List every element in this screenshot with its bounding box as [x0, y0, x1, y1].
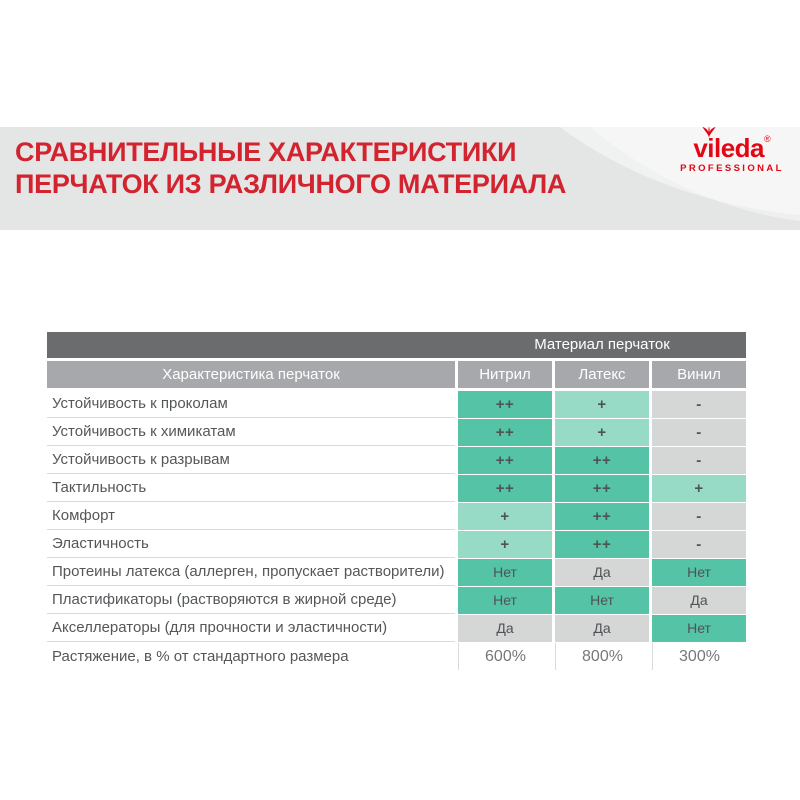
- value-cell: -: [652, 531, 746, 558]
- row-label: Протеины латекса (аллерген, пропускает р…: [47, 559, 455, 586]
- row-label: Пластификаторы (растворяются в жирной ср…: [47, 587, 455, 614]
- table-row: Тактильность ++ ++ +: [47, 475, 746, 502]
- column-header-vinyl: Винил: [652, 361, 746, 388]
- table-row: Устойчивость к химикатам ++ + -: [47, 419, 746, 446]
- value-cell: ++: [458, 447, 552, 474]
- value-cell: +: [458, 531, 552, 558]
- title-line-2: ПЕРЧАТОК ИЗ РАЗЛИЧНОГО МАТЕРИАЛА: [15, 169, 567, 199]
- table-row: Устойчивость к разрывам ++ ++ -: [47, 447, 746, 474]
- title-line-1: СРАВНИТЕЛЬНЫЕ ХАРАКТЕРИСТИКИ: [15, 137, 517, 167]
- table-body: Устойчивость к проколам ++ + - Устойчивость …: [47, 391, 746, 670]
- row-label: Эластичность: [47, 531, 455, 558]
- value-cell: ++: [555, 475, 649, 502]
- value-cell: Нет: [555, 587, 649, 614]
- value-cell: ++: [555, 447, 649, 474]
- value-cell: ++: [555, 503, 649, 530]
- tulip-icon: [702, 126, 716, 138]
- value-cell: +: [555, 391, 649, 418]
- value-cell: +: [555, 419, 649, 446]
- value-cell: +: [458, 503, 552, 530]
- row-label: Растяжение, в % от стандартного размера: [52, 648, 349, 665]
- value-cell: Нет: [458, 587, 552, 614]
- value-cell: Нет: [652, 615, 746, 642]
- logo-subtitle: PROFESSIONAL: [680, 163, 784, 174]
- table-row: Протеины латекса (аллерген, пропускает р…: [47, 559, 746, 586]
- table-group-header-row: Материал перчаток: [47, 332, 746, 358]
- column-header-characteristic: Характеристика перчаток: [47, 361, 455, 388]
- group-header-label: Материал перчаток: [534, 336, 670, 353]
- vileda-wordmark: vileda: [693, 133, 765, 163]
- table-row: Эластичность + ++ -: [47, 531, 746, 558]
- table-row: Растяжение, в % от стандартного размера 6…: [47, 643, 746, 670]
- value-cell: -: [652, 447, 746, 474]
- table-row: Устойчивость к проколам ++ + -: [47, 391, 746, 418]
- value-cell: +: [652, 475, 746, 502]
- value-cell: Нет: [652, 559, 746, 586]
- value-cell: -: [652, 503, 746, 530]
- value-cell: -: [652, 419, 746, 446]
- value-cell: ++: [555, 531, 649, 558]
- column-header-latex: Латекс: [555, 361, 649, 388]
- row-label: Устойчивость к разрывам: [47, 447, 455, 474]
- registered-mark: ®: [764, 134, 771, 144]
- value-cell: ++: [458, 419, 552, 446]
- value-cell: Да: [458, 615, 552, 642]
- vileda-logo: vileda® PROFESSIONAL: [676, 126, 788, 174]
- table-column-header-row: Характеристика перчаток Нитрил Латекс Ви…: [47, 361, 746, 388]
- row-label: Комфорт: [47, 503, 455, 530]
- value-cell: Да: [555, 559, 649, 586]
- value-cell: 800%: [555, 643, 649, 670]
- value-cell: ++: [458, 391, 552, 418]
- page-title: СРАВНИТЕЛЬНЫЕ ХАРАКТЕРИСТИКИ ПЕРЧАТОК ИЗ…: [15, 136, 566, 200]
- swoosh-decoration: [560, 127, 800, 221]
- table-row: Пластификаторы (растворяются в жирной ср…: [47, 587, 746, 614]
- value-cell: Нет: [458, 559, 552, 586]
- table-row: Комфорт + ++ -: [47, 503, 746, 530]
- value-cell: Да: [555, 615, 649, 642]
- value-cell: 300%: [652, 643, 746, 670]
- row-label: Акселлераторы (для прочности и эластично…: [47, 615, 455, 642]
- value-cell: Да: [652, 587, 746, 614]
- row-label: Устойчивость к проколам: [47, 391, 455, 418]
- vileda-wordmark-row: vileda®: [693, 126, 771, 163]
- row-label: Устойчивость к химикатам: [47, 419, 455, 446]
- row-label: Тактильность: [47, 475, 455, 502]
- value-cell: 600%: [458, 643, 552, 670]
- value-cell: ++: [458, 475, 552, 502]
- value-cell: -: [652, 391, 746, 418]
- comparison-table: Материал перчаток Характеристика перчато…: [47, 332, 746, 671]
- column-header-nitrile: Нитрил: [458, 361, 552, 388]
- header-banner: СРАВНИТЕЛЬНЫЕ ХАРАКТЕРИСТИКИ ПЕРЧАТОК ИЗ…: [0, 126, 800, 230]
- table-row: Акселлераторы (для прочности и эластично…: [47, 615, 746, 642]
